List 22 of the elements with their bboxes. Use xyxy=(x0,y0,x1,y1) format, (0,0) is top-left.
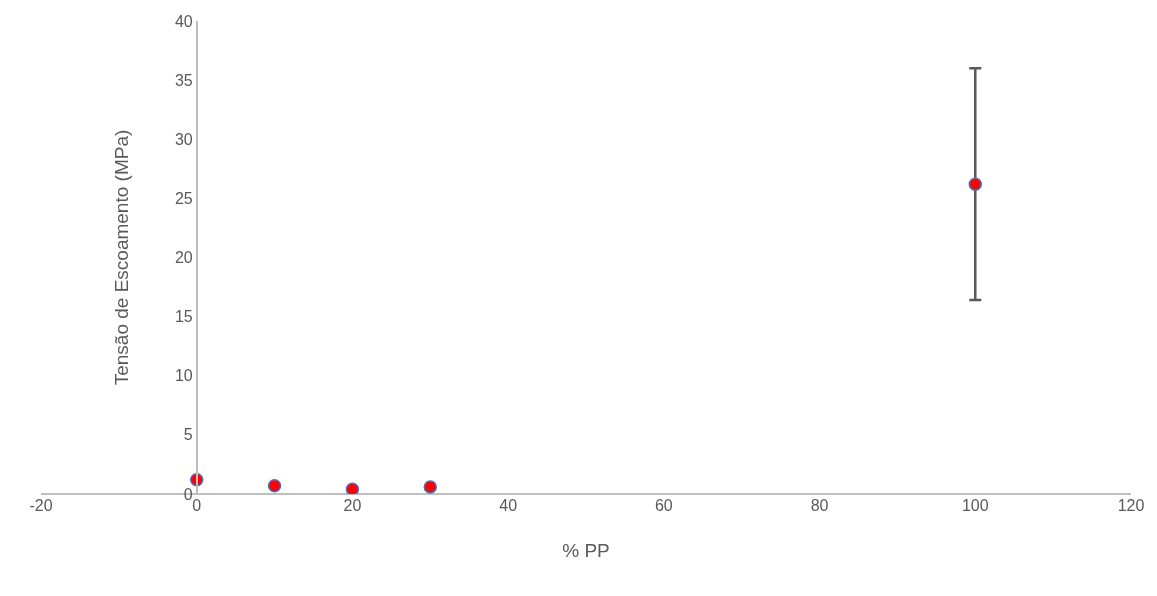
point xyxy=(968,177,983,191)
y-tick-label: 10 xyxy=(174,367,193,385)
x-tick-label: 60 xyxy=(654,497,673,514)
x-tick-label: 100 xyxy=(961,497,989,514)
x-tick-label: 40 xyxy=(499,497,518,514)
y-tick-label: 35 xyxy=(174,71,193,89)
y-tick-label: 30 xyxy=(174,130,193,148)
y-tick-label: 20 xyxy=(174,249,193,267)
point xyxy=(423,480,438,494)
y-tick-label: 25 xyxy=(174,189,193,207)
x-tick-label: 120 xyxy=(1117,497,1145,514)
x-tick-label: -20 xyxy=(29,497,53,514)
x-axis-title: % PP xyxy=(562,539,610,561)
y-axis-title: Tensão de Escoamento (MPa) xyxy=(111,129,133,386)
y-tick-label: 40 xyxy=(174,12,193,30)
x-tick-label: 20 xyxy=(343,497,362,514)
point xyxy=(345,482,360,494)
x-tick-label: 80 xyxy=(810,497,829,514)
y-tick-label: 15 xyxy=(174,308,193,326)
y-tick-label: 5 xyxy=(183,426,193,444)
point xyxy=(267,478,282,493)
y-tick-label: 0 xyxy=(183,485,193,503)
